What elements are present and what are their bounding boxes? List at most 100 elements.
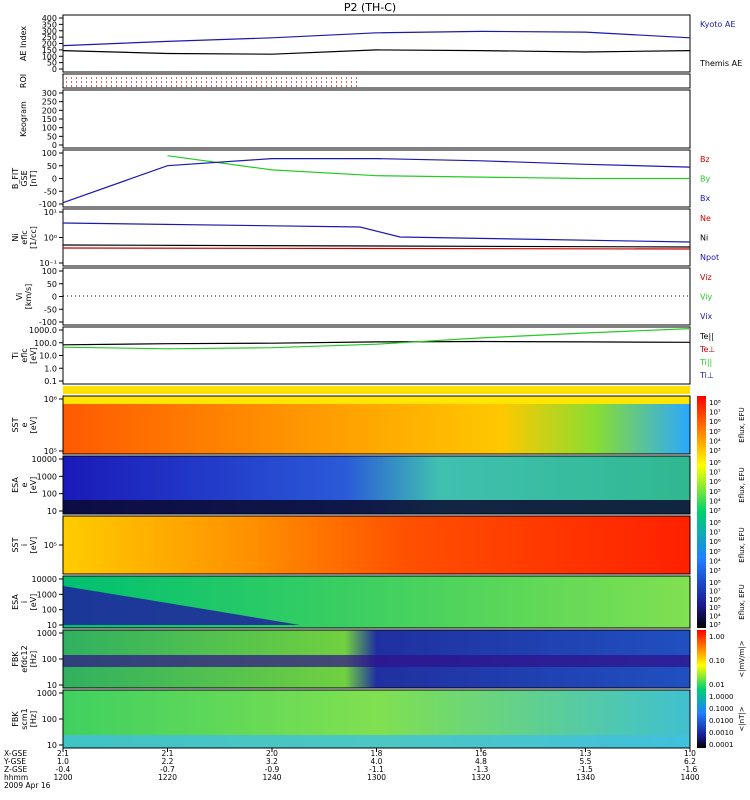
colorbar-tick-label: 0.10: [709, 657, 725, 665]
y-tick-label: 100: [42, 655, 57, 664]
colorbar-tick-label: 10⁵: [709, 488, 721, 496]
x-axis-row-label: hhmm: [4, 773, 28, 782]
legend-entry: Bz: [700, 155, 710, 164]
y-axis-label: Ti: [11, 352, 20, 360]
y-axis-label: [nT]: [29, 170, 38, 186]
y-tick-label: 300: [42, 27, 57, 36]
panel-sst2: 10⁵ SST i [eV]: [11, 515, 691, 575]
y-axis-label: ESA: [11, 594, 20, 610]
x-tick-label: -0.9: [265, 765, 280, 774]
y-tick-label: 100: [42, 124, 57, 133]
y-tick-label: -50: [44, 305, 57, 314]
series-line-bx: [62, 158, 691, 204]
y-axis-label: GSE: [20, 170, 29, 186]
colorbar-tick-label: 10³: [709, 621, 721, 629]
panel-frame-sst1: [62, 395, 691, 455]
x-tick-label: 1320: [471, 773, 490, 782]
x-axis-row-label: Y-GSE: [3, 757, 26, 766]
legend-entry: Ti||: [699, 358, 712, 367]
y-axis-label: i: [20, 544, 29, 546]
colorbar-tick-label: 10⁶: [709, 418, 721, 426]
legend-entry: Npot: [700, 253, 719, 262]
legend-entry: Ne: [700, 214, 711, 223]
colorbar-tick-label: 0.0100: [709, 717, 734, 725]
panel-frame-esa2: [62, 575, 691, 629]
x-tick-label: 1340: [576, 773, 595, 782]
y-tick-label: 200: [42, 40, 57, 49]
y-axis-label: scm1: [20, 708, 29, 729]
y-tick-label: 1000: [37, 689, 57, 698]
colorbar-tick-label: 0.0010: [709, 729, 734, 737]
colorbar-tick-label: 1.00: [709, 633, 725, 641]
separator-band: [63, 386, 690, 394]
cb-fbk1: 1.00 0.10 0.01 <|mV/m|>: [709, 633, 746, 689]
colorbar-tick-label: 10⁴: [709, 437, 721, 445]
y-tick-label: 150: [42, 115, 57, 124]
x-tick-label: -0.7: [160, 765, 175, 774]
y-axis-label: [Hz]: [29, 711, 38, 727]
colorbar-tick-label: 10⁸: [709, 459, 721, 467]
x-tick-label: 1200: [53, 773, 72, 782]
x-tick-label: 5.5: [580, 757, 592, 766]
y-axis-label: SST: [11, 417, 20, 432]
y-tick-label: 10: [47, 621, 57, 630]
x-tick-label: 1.3: [580, 749, 592, 758]
y-tick-label: 0: [52, 65, 57, 74]
y-tick-label: 10¹: [44, 208, 57, 217]
series-line-ne: [62, 247, 691, 250]
x-tick-label: 4.8: [475, 757, 487, 766]
panel-esa2: 10000 1000 100 10 ESA i [eV]: [11, 575, 691, 630]
y-tick-label: 100: [42, 715, 57, 724]
x-tick-label: 1.0: [57, 757, 69, 766]
y-tick-label: 100: [42, 149, 57, 158]
panel-frame-esa1: [62, 455, 691, 515]
y-axis-label: [eV]: [29, 347, 38, 364]
y-axis-label: [eV]: [29, 594, 38, 611]
x-tick-label: 6.2: [684, 757, 696, 766]
y-axis-label: B_FIT: [11, 168, 20, 189]
x-tick-label: 1300: [367, 773, 386, 782]
colorbar-tick-label: 10⁶: [709, 538, 721, 546]
legend-entry: Kyoto AE: [700, 20, 735, 29]
colorbar-tick-label: 10⁸: [709, 399, 721, 407]
y-tick-label: 1000: [37, 590, 57, 599]
y-tick-label: 10⁵: [44, 541, 57, 550]
colorbar-tick-label: 10⁵: [709, 604, 721, 612]
x-tick-label: -0.4: [56, 765, 71, 774]
legend-entry: Viy: [700, 293, 713, 302]
y-tick-label: 300: [42, 89, 57, 98]
esa-ion-low-energy-region: [63, 586, 300, 625]
y-tick-label: 10.0: [39, 352, 57, 361]
series-line-by: [167, 155, 690, 180]
y-axis-label: eflc: [20, 230, 29, 244]
x-tick-label: -1.1: [369, 765, 384, 774]
figure-title: P2 (TH-C): [344, 1, 396, 14]
y-tick-label: 1000: [37, 472, 57, 481]
colorbar-title: <|nT|>: [738, 706, 746, 731]
fbk-efield-band: [63, 655, 690, 667]
y-tick-label: 10⁶: [44, 395, 57, 404]
x-tick-label: 2.2: [162, 757, 174, 766]
colorbar-fbk: [697, 630, 706, 748]
colorbar-tick-label: 10⁴: [709, 497, 721, 505]
y-tick-label: 10: [47, 507, 57, 516]
colorbar-tick-label: 10⁷: [709, 469, 721, 477]
legend-entry: Ni: [700, 234, 708, 243]
y-tick-label: 1.0: [44, 364, 57, 373]
y-axis-label: SST: [11, 537, 20, 552]
y-axis-label: Ni: [11, 233, 20, 241]
y-tick-label: 50: [47, 132, 57, 141]
x-tick-label: 3.2: [266, 757, 278, 766]
colorbar-tick-label: 10⁶: [709, 596, 721, 604]
x-tick-label: -1.3: [474, 765, 489, 774]
legend-entry: Te||: [699, 332, 714, 341]
colorbar-tick-label: 10⁷: [709, 587, 721, 595]
y-tick-label: 0: [52, 175, 57, 184]
colorbar-eflux: [697, 396, 706, 628]
